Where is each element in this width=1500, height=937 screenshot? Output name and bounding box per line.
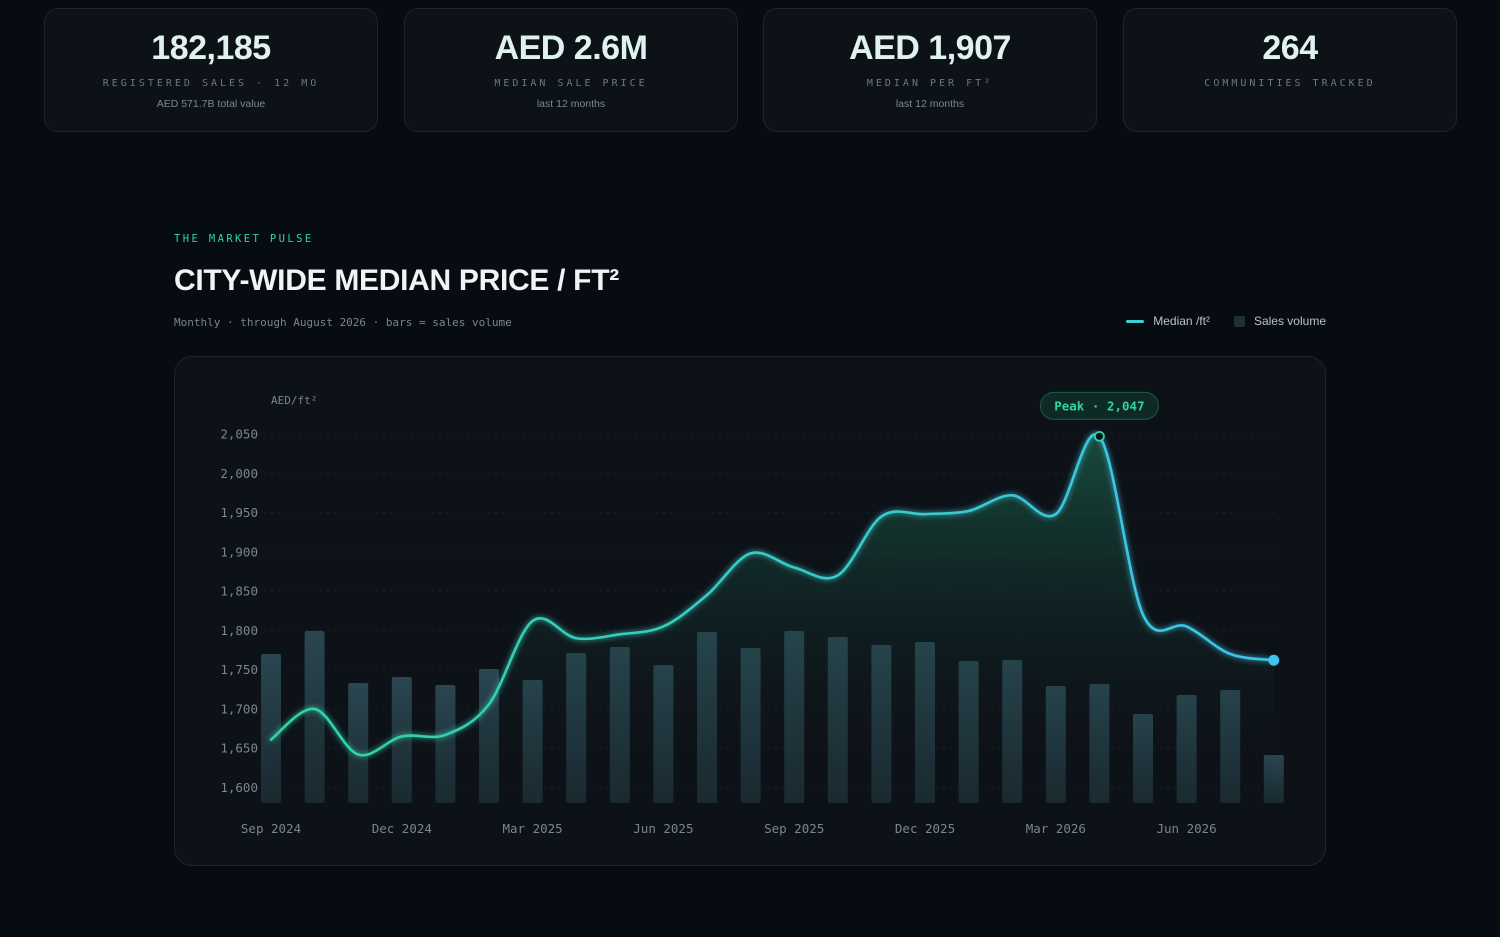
x-tick-label: Jun 2026 — [1156, 821, 1216, 836]
x-tick-label: Mar 2026 — [1026, 821, 1086, 836]
stat-card-median-sale-price: AED 2.6M MEDIAN SALE PRICE last 12 month… — [404, 8, 738, 132]
price-point — [1050, 508, 1062, 520]
chart-title: CITY-WIDE MEDIAN PRICE / FT² — [174, 264, 619, 297]
y-tick-label: 2,000 — [220, 466, 258, 481]
price-point — [614, 628, 626, 640]
peak-marker — [1094, 430, 1105, 442]
price-point — [919, 508, 931, 520]
price-point — [483, 698, 495, 710]
price-point — [265, 734, 277, 746]
y-axis-ticks: 1,600 1,650 1,700 1,750 1,800 1,850 1,900 1,950… — [220, 427, 258, 796]
x-tick-label: Sep 2024 — [241, 821, 301, 836]
latest-point-marker — [1268, 654, 1280, 666]
peak-label: Peak · 2,047 — [1054, 398, 1144, 413]
price-area-fill — [271, 434, 1274, 803]
price-point — [570, 632, 582, 644]
chart-subtitle: Monthly · through August 2026 · bars = s… — [174, 316, 512, 329]
x-axis-ticks: Sep 2024 Dec 2024 Mar 2025 Jun 2025 Sep 2025… — [241, 821, 1217, 836]
stat-value: 182,185 — [151, 29, 271, 67]
y-tick-label: 1,700 — [220, 701, 258, 716]
chart-legend: Median /ft² Sales volume — [1102, 314, 1326, 328]
legend-item-median: Median /ft² — [1126, 314, 1210, 328]
x-tick-label: Sep 2025 — [764, 821, 824, 836]
y-tick-label: 1,600 — [220, 780, 258, 795]
y-axis-unit-label: AED/ft² — [271, 394, 317, 407]
stat-label: MEDIAN SALE PRICE — [494, 78, 648, 89]
price-point — [1224, 648, 1236, 660]
legend-line-swatch — [1126, 319, 1145, 323]
stat-card-communities-tracked: 264 COMMUNITIES TRACKED — [1123, 8, 1457, 132]
stat-label: REGISTERED SALES · 12 MO — [102, 78, 320, 89]
stat-sub: AED 571.7B total value — [156, 98, 266, 110]
stat-value: 264 — [1262, 29, 1318, 67]
stats-row: 182,185 REGISTERED SALES · 12 MO AED 571… — [44, 8, 1457, 132]
price-point — [963, 505, 975, 517]
legend-label-median: Median /ft² — [1153, 314, 1210, 328]
y-tick-label: 1,750 — [220, 662, 258, 677]
x-tick-label: Jun 2025 — [633, 821, 693, 836]
legend-item-volume: Sales volume — [1233, 314, 1326, 328]
price-point — [745, 547, 757, 559]
stat-value: AED 1,907 — [849, 29, 1011, 67]
price-point — [701, 589, 713, 601]
price-point — [1006, 489, 1018, 501]
price-point — [396, 730, 408, 742]
price-point — [1181, 620, 1193, 632]
y-tick-label: 1,650 — [220, 741, 258, 756]
price-point — [875, 510, 887, 522]
y-tick-label: 1,850 — [220, 584, 258, 599]
y-tick-label: 1,900 — [220, 544, 258, 559]
price-chart: 1,600 1,650 1,700 1,750 1,800 1,850 1,900 1,950… — [220, 391, 1284, 836]
stat-card-median-per-ft2: AED 1,907 MEDIAN PER FT² last 12 months — [763, 8, 1097, 132]
legend-label-volume: Sales volume — [1253, 314, 1326, 328]
price-point — [527, 615, 539, 627]
price-point — [352, 749, 364, 761]
y-tick-label: 1,800 — [220, 623, 258, 638]
y-tick-label: 1,950 — [220, 505, 258, 520]
price-point — [657, 620, 669, 632]
peak-annotation: Peak · 2,047 — [1039, 391, 1159, 442]
stat-sub: last 12 months — [895, 98, 965, 110]
price-line-path — [269, 432, 1276, 757]
chart-panel: 1,600 1,650 1,700 1,750 1,800 1,850 1,900 1,950… — [174, 356, 1326, 866]
price-line — [265, 432, 1280, 761]
price-point — [788, 562, 800, 574]
stat-value: AED 2.6M — [494, 29, 648, 67]
y-tick-label: 2,050 — [220, 427, 258, 442]
price-area — [271, 434, 1274, 803]
price-point — [439, 729, 451, 741]
price-point — [832, 569, 844, 581]
stat-label: MEDIAN PER FT² — [866, 78, 994, 89]
price-point — [309, 703, 321, 715]
legend-bar-swatch — [1233, 315, 1245, 327]
stat-label: COMMUNITIES TRACKED — [1204, 78, 1376, 89]
peak-badge — [1039, 391, 1159, 420]
price-point — [1137, 609, 1149, 621]
stat-sub: last 12 months — [536, 98, 606, 110]
x-tick-label: Dec 2024 — [372, 821, 432, 836]
stat-card-registered-sales: 182,185 REGISTERED SALES · 12 MO AED 571… — [44, 8, 378, 132]
section-eyebrow: THE MARKET PULSE — [174, 233, 314, 245]
x-tick-label: Dec 2025 — [895, 821, 955, 836]
x-tick-label: Mar 2025 — [502, 821, 562, 836]
